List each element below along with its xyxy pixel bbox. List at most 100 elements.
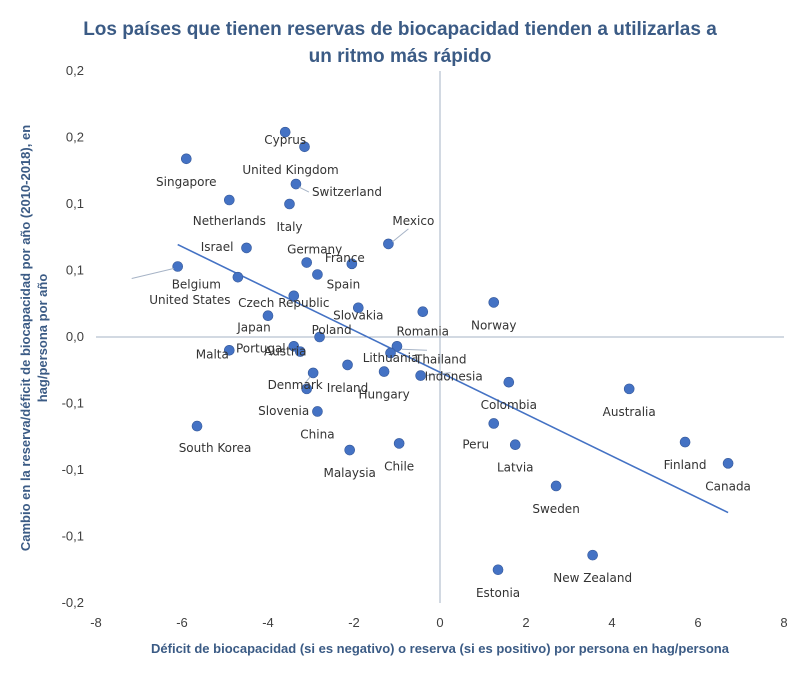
point-label: Malta xyxy=(196,347,229,361)
point-label: United Kingdom xyxy=(242,163,338,177)
data-point xyxy=(172,261,183,272)
point-label: Estonia xyxy=(476,586,520,600)
data-point xyxy=(262,310,274,322)
point-label: Belgium xyxy=(172,278,221,292)
data-point xyxy=(299,141,310,153)
y-tick-label: -0,1 xyxy=(62,462,84,477)
point-label: France xyxy=(325,251,365,265)
data-point xyxy=(391,341,403,352)
data-point xyxy=(679,436,691,448)
x-tick-label: -8 xyxy=(90,615,102,630)
point-label: China xyxy=(300,427,334,441)
point-label: Thailand xyxy=(414,352,467,366)
data-point xyxy=(314,331,325,343)
x-tick-label: 2 xyxy=(522,615,529,630)
point-label: Australia xyxy=(603,405,656,419)
point-label: Latvia xyxy=(497,461,534,475)
x-tick-label: 8 xyxy=(780,615,787,630)
point-label: Denmark xyxy=(268,378,323,392)
point-labels: Cyprus United Kingdom Singapore Switzerland… xyxy=(131,133,751,600)
point-label: Canada xyxy=(705,479,751,493)
label-leader-line xyxy=(392,228,409,243)
chart-title-line-1: Los países que tienen reservas de biocap… xyxy=(83,19,717,40)
x-tick-label: 0 xyxy=(436,615,443,630)
label-leader-line xyxy=(425,372,451,377)
data-point xyxy=(224,344,235,356)
point-label: Poland xyxy=(312,323,352,337)
tick-labels: -8 -6 -4 -2 0 2 4 6 8 0,2 0,2 0,1 0,1 0,0 -0,1 -0,1 -0,1… xyxy=(62,63,788,630)
point-label: Austria xyxy=(264,345,306,359)
label-leader-line xyxy=(131,268,174,279)
y-tick-label: 0,0 xyxy=(66,329,84,344)
point-label: Lithuania xyxy=(363,351,419,365)
data-point xyxy=(294,346,306,357)
y-tick-label: 0,2 xyxy=(66,63,84,78)
label-leader-line xyxy=(304,376,311,384)
y-tick-label: -0,1 xyxy=(62,396,84,411)
data-point xyxy=(623,383,635,395)
chart-title-line-2: un ritmo más rápido xyxy=(309,46,492,67)
axes xyxy=(96,71,784,603)
point-label: Indonesia xyxy=(425,370,483,384)
data-point xyxy=(587,549,598,561)
chart-title: Los países que tienen reservas de biocap… xyxy=(83,19,717,67)
x-axis-title: Déficit de biocapacidad (si es negativo)… xyxy=(151,641,730,656)
data-point xyxy=(301,383,313,395)
point-label: Italy xyxy=(276,220,302,234)
point-label: Sweden xyxy=(532,502,579,516)
data-point xyxy=(312,269,323,280)
point-label: South Korea xyxy=(179,441,252,455)
point-label: Portugal xyxy=(236,341,286,355)
y-tick-label: 0,1 xyxy=(66,263,84,278)
point-label: Spain xyxy=(327,277,361,291)
y-tick-label: 0,1 xyxy=(66,196,84,211)
data-point xyxy=(288,290,300,302)
data-point xyxy=(312,406,323,417)
point-label: Peru xyxy=(462,437,489,451)
point-label: Finland xyxy=(664,458,707,472)
data-point xyxy=(488,297,500,308)
data-point xyxy=(301,257,313,268)
y-axis-title-line-1: Cambio en la reserva/déficit de biocapac… xyxy=(18,125,33,551)
data-points xyxy=(172,126,734,576)
x-tick-label: -4 xyxy=(262,615,274,630)
trendline xyxy=(177,243,729,514)
point-label: Israel xyxy=(201,240,234,254)
point-label: New Zealand xyxy=(553,571,632,585)
point-label: Cyprus xyxy=(264,133,306,147)
point-label: Switzerland xyxy=(312,185,382,199)
data-point xyxy=(722,458,734,469)
label-leader-line xyxy=(298,186,310,193)
y-tick-label: 0,2 xyxy=(66,130,84,145)
point-label: Czech Republic xyxy=(238,296,329,310)
point-label: Slovakia xyxy=(333,309,383,323)
point-label: Norway xyxy=(471,318,517,332)
data-point xyxy=(191,420,203,432)
data-point xyxy=(279,126,291,138)
data-point xyxy=(342,359,353,371)
point-label: Romania xyxy=(397,325,449,339)
data-point xyxy=(503,376,515,388)
x-tick-label: -6 xyxy=(176,615,188,630)
x-tick-label: 4 xyxy=(608,615,615,630)
y-axis-title: Cambio en la reserva/déficit de biocapac… xyxy=(18,125,50,551)
point-label: Malaysia xyxy=(323,466,375,480)
x-tick-label: -2 xyxy=(348,615,360,630)
data-point xyxy=(488,418,500,429)
point-label: Singapore xyxy=(156,175,217,189)
point-label: Slovenia xyxy=(258,404,309,418)
data-point xyxy=(344,444,356,456)
data-point xyxy=(393,438,405,449)
data-point xyxy=(346,258,358,270)
data-point xyxy=(378,366,390,377)
data-point xyxy=(307,367,319,379)
data-point xyxy=(352,302,364,314)
label-leader-line xyxy=(401,348,428,351)
trendline-group xyxy=(177,243,729,514)
data-point xyxy=(509,439,521,451)
data-point xyxy=(224,194,235,206)
data-point xyxy=(284,198,295,210)
y-axis-title-line-2: hag/persona por año xyxy=(35,274,50,403)
point-label: Netherlands xyxy=(193,214,266,228)
